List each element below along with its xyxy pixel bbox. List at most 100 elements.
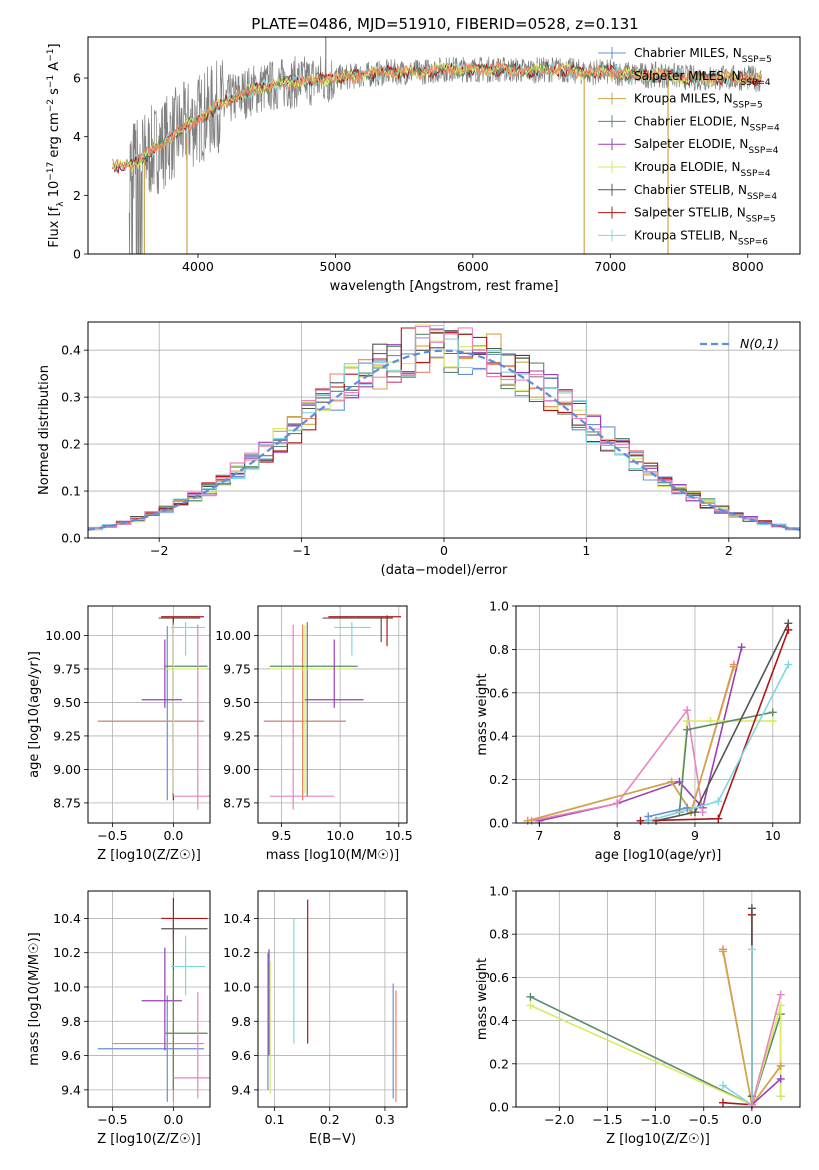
x-tick-label: 7 [535,828,543,843]
y-tick-label: 8.75 [223,795,251,810]
series-point [690,808,699,817]
series-line [530,1004,782,1106]
histogram-kroupa-elodie [88,324,800,531]
age-vs-z-panel: −0.5 0.0 8.75 9.00 9.25 9.50 9.75 10.00 Z [log10… [27,605,211,863]
y-tick-label: 4 [73,129,81,144]
residual-plot-area [88,324,800,531]
x-axis-label: Z [log10(Z/Z☉)] [606,1132,710,1147]
y-tick-label: 9.25 [223,728,251,743]
series-point [718,1098,727,1107]
legend-label: Salpeter MILES, NSSP=4 [634,69,771,88]
series-point [768,708,777,717]
legend-label: Chabrier ELODIE, NSSP=4 [634,114,780,133]
y-tick-label: 9.75 [223,661,251,676]
spectrum-plot-area [112,37,762,254]
y-tick-label: 9.4 [231,1082,251,1097]
y-tick-label: 9.8 [61,1014,81,1029]
series-point [718,1081,727,1090]
x-tick-label: 1 [582,543,590,558]
series-point [714,814,723,823]
series-point [526,992,535,1001]
series-line [648,807,688,818]
series-point [776,1061,785,1070]
series-point [747,945,756,954]
y-tick-label: 10.00 [45,628,81,643]
y-tick-label: 0.0 [489,816,509,831]
mass-vs-z-panel: −0.5 0.0 9.4 9.6 9.8 10.0 10.2 10.4 Z [log10(Z/Z… [27,890,211,1147]
x-tick-label: −0.5 [97,828,127,843]
series-point [737,643,746,652]
y-tick-label: 0.1 [61,484,81,499]
y-tick-label: 9.00 [53,762,81,777]
y-tick-label: 0.8 [489,927,509,942]
axes-frame [87,605,211,824]
y-tick-label: 9.6 [61,1048,81,1063]
spectrum-panel: 4000 5000 6000 7000 8000 0 2 4 6 wavelength [Angs… [46,36,801,294]
y-axis-label: mass weight [475,958,490,1040]
legend-label: Salpeter STELIB, NSSP=5 [634,206,776,225]
x-tick-label: 8 [613,828,621,843]
series-point [768,717,777,726]
y-tick-label: 9.50 [53,695,81,710]
age-vs-mass-panel: 9.5 10.0 10.5 8.75 9.00 9.25 9.50 9.75 10.00 mass… [215,605,413,863]
y-tick-label: 10.00 [215,628,251,643]
y-tick-label: 0.4 [489,1013,509,1028]
series-point [526,1001,535,1010]
x-tick-label: 4000 [182,259,214,274]
y-tick-label: 10.2 [53,945,81,960]
series-point [613,799,622,808]
series-point [776,1074,785,1083]
y-tick-label: 6 [73,71,81,86]
series-point [523,816,532,825]
x-axis-label: age [log10(age/yr)] [595,848,722,863]
series-line [751,994,782,1106]
series-point [718,947,727,956]
x-tick-label: 5000 [320,259,352,274]
x-tick-label: −1.0 [640,1112,670,1127]
x-axis-label: wavelength [Angstrom, rest frame] [330,279,559,294]
x-tick-label: 10.5 [385,828,413,843]
series-point [714,797,723,806]
legend-label: Chabrier MILES, NSSP=5 [634,46,772,65]
y-tick-label: 0.4 [489,729,509,744]
axes-frame [87,890,211,1108]
y-tick-label: 9.25 [53,728,81,743]
series-point [636,816,645,825]
x-tick-label: 0.1 [265,1112,285,1127]
y-axis-label: Normed distribution [37,365,52,495]
x-tick-label: 0.3 [375,1112,395,1127]
series-line [751,1078,782,1106]
y-axis-label: Flux [fλ 10−17 erg cm−2 s−1 A−1] [46,43,66,247]
x-axis-label: (data−model)/error [381,563,508,578]
y-tick-label: 1.0 [489,599,509,614]
x-axis-label: Z [log10(Z/Z☉)] [97,1132,201,1147]
y-tick-label: 0.6 [489,970,509,985]
legend-label: Kroupa ELODIE, NSSP=4 [634,160,771,179]
x-tick-label: 0.2 [320,1112,340,1127]
x-tick-label: 8000 [732,259,764,274]
axes-frame [515,890,801,1108]
y-tick-label: 10.2 [223,945,251,960]
series-point [698,808,707,817]
y-tick-label: 10.4 [53,911,81,926]
y-tick-label: 9.00 [223,762,251,777]
series-point [667,777,676,786]
x-tick-label: −0.5 [689,1112,719,1127]
y-tick-label: 0.2 [61,437,81,452]
y-tick-label: 10.0 [223,980,251,995]
x-tick-label: 0 [440,543,448,558]
series-point [776,990,785,999]
y-axis-label: mass [log10(M/M☉)] [27,932,42,1065]
mass-vs-ebv-panel: 0.1 0.2 0.3 9.4 9.6 9.8 10.0 10.2 10.4 E(B−V) [223,890,408,1147]
x-tick-label: 0.0 [742,1112,762,1127]
x-tick-label: 2 [725,543,733,558]
series-point [683,706,692,715]
y-tick-label: 0 [73,247,81,262]
x-tick-label: 0.0 [163,828,183,843]
y-tick-label: 10.0 [53,980,81,995]
y-tick-label: 9.75 [53,661,81,676]
y-axis-label: age [log10(age/yr)] [27,651,42,778]
y-tick-label: 0.6 [489,685,509,700]
axes-frame [257,890,408,1108]
